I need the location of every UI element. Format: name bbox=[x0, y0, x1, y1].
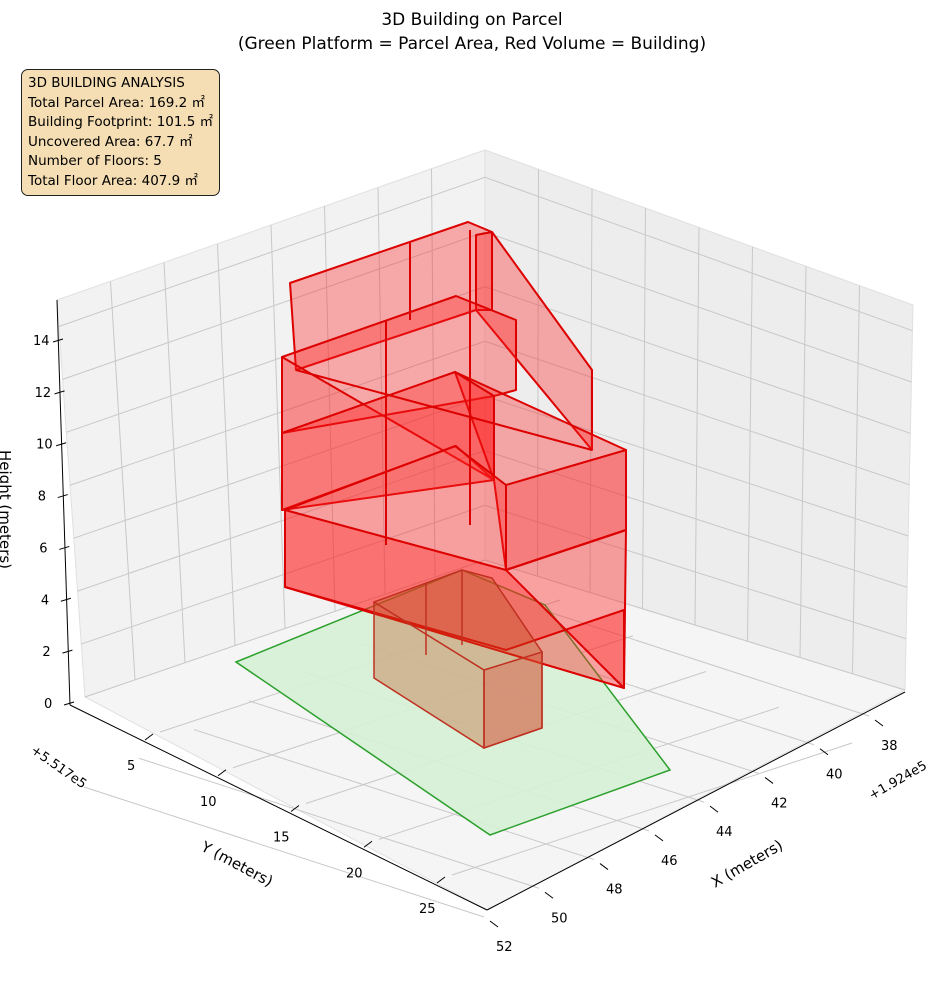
z-gridline bbox=[62, 231, 912, 383]
x-tick bbox=[489, 920, 499, 928]
right-pane-gridline bbox=[642, 208, 646, 609]
y-gridline bbox=[451, 742, 853, 876]
left-pane-gridline bbox=[431, 168, 436, 578]
y-tick-label: 20 bbox=[346, 866, 363, 881]
z-tick bbox=[60, 597, 72, 602]
x-tick bbox=[654, 834, 664, 842]
z-gridline bbox=[58, 176, 913, 332]
y-tick bbox=[290, 805, 300, 812]
left-pane-gridline bbox=[377, 187, 386, 595]
x-offset-label: +1.924e5 bbox=[867, 758, 930, 803]
x-tick-label: 42 bbox=[771, 796, 788, 811]
z-gridline bbox=[66, 286, 911, 434]
z-tick bbox=[62, 649, 73, 654]
z-tick-label: 2 bbox=[42, 645, 50, 660]
z-tick-label: 14 bbox=[33, 334, 50, 349]
z-tick-label: 6 bbox=[39, 541, 47, 556]
y-tick-label: 5 bbox=[127, 759, 135, 774]
ground-floor bbox=[373, 569, 543, 750]
x-tick-label: 48 bbox=[606, 883, 623, 898]
left-pane-gridline bbox=[217, 243, 236, 646]
z-tick bbox=[54, 390, 65, 395]
y-tick bbox=[217, 769, 227, 777]
info-line: Uncovered Area: 67.7 ㎡ bbox=[28, 133, 193, 150]
building-volume bbox=[281, 221, 627, 689]
z-tick-label: 0 bbox=[44, 697, 52, 712]
left-pane-gridline bbox=[110, 281, 136, 680]
x-tick-label: 46 bbox=[661, 854, 678, 869]
left-pane-gridline bbox=[163, 262, 186, 663]
z-gridline bbox=[69, 340, 910, 486]
right-pane-gridline bbox=[537, 169, 539, 577]
analysis-info-box: 3D BUILDING ANALYSIS Total Parcel Area: … bbox=[21, 69, 221, 196]
z-gridline bbox=[84, 559, 906, 698]
left-pane-gridline bbox=[270, 224, 286, 629]
z-tick bbox=[57, 494, 68, 499]
y-tick bbox=[363, 840, 373, 848]
info-line: Building Footprint: 101.5 ㎡ bbox=[28, 114, 214, 130]
x-tick bbox=[874, 719, 884, 727]
z-tick-label: 12 bbox=[35, 386, 52, 401]
y-tick-label: 25 bbox=[419, 902, 436, 917]
chart-title: 3D Building on Parcel bbox=[381, 10, 562, 30]
z-tick bbox=[52, 338, 64, 343]
x-gridline bbox=[193, 729, 595, 861]
x-axis-line bbox=[486, 691, 906, 911]
x-tick bbox=[709, 805, 719, 813]
info-line: Total Floor Area: 407.9 ㎡ bbox=[28, 172, 199, 189]
y-tick-label: 15 bbox=[273, 831, 290, 846]
right-pane-gridline bbox=[694, 227, 700, 626]
z-tick-label: 4 bbox=[41, 593, 49, 608]
right-pane-gridline bbox=[747, 246, 753, 642]
x-tick-label: 38 bbox=[881, 739, 898, 754]
x-tick bbox=[764, 777, 774, 784]
info-line: Number of Floors: 5 bbox=[28, 153, 162, 169]
z-gridline bbox=[73, 395, 909, 539]
chart-subtitle: (Green Platform = Parcel Area, Red Volum… bbox=[238, 34, 706, 54]
z-gridline bbox=[77, 450, 908, 592]
right-pane-gridline bbox=[852, 285, 860, 674]
right-pane-gridline bbox=[799, 266, 807, 658]
z-tick bbox=[59, 545, 70, 550]
y-tick-label: 10 bbox=[200, 795, 217, 810]
left-pane-gridline bbox=[324, 206, 336, 612]
y-axis-line bbox=[69, 704, 488, 911]
x-gridline bbox=[138, 757, 540, 889]
parcel-platform bbox=[234, 569, 672, 836]
x-tick-label: 52 bbox=[496, 940, 513, 955]
x-tick bbox=[819, 748, 829, 756]
x-tick-label: 50 bbox=[551, 911, 568, 926]
z-tick-label: 8 bbox=[38, 490, 46, 505]
info-heading: 3D BUILDING ANALYSIS bbox=[28, 75, 185, 91]
x-axis-label: X (meters) bbox=[708, 836, 786, 891]
x-tick bbox=[599, 863, 609, 870]
info-line: Total Parcel Area: 169.2 ㎡ bbox=[28, 94, 205, 111]
y-offset-label: +5.517e5 bbox=[28, 743, 89, 792]
z-tick bbox=[63, 701, 75, 706]
y-tick bbox=[144, 733, 154, 741]
x-gridline bbox=[83, 786, 485, 918]
z-gridline bbox=[81, 504, 907, 645]
z-tick bbox=[55, 442, 67, 447]
z-tick-label: 10 bbox=[36, 438, 53, 453]
z-axis-line bbox=[56, 299, 71, 706]
x-tick-label: 44 bbox=[716, 825, 733, 840]
x-tick-label: 40 bbox=[826, 768, 843, 783]
z-axis-label: Height (meters) bbox=[0, 450, 14, 569]
x-tick bbox=[544, 891, 554, 899]
y-tick bbox=[436, 876, 446, 884]
